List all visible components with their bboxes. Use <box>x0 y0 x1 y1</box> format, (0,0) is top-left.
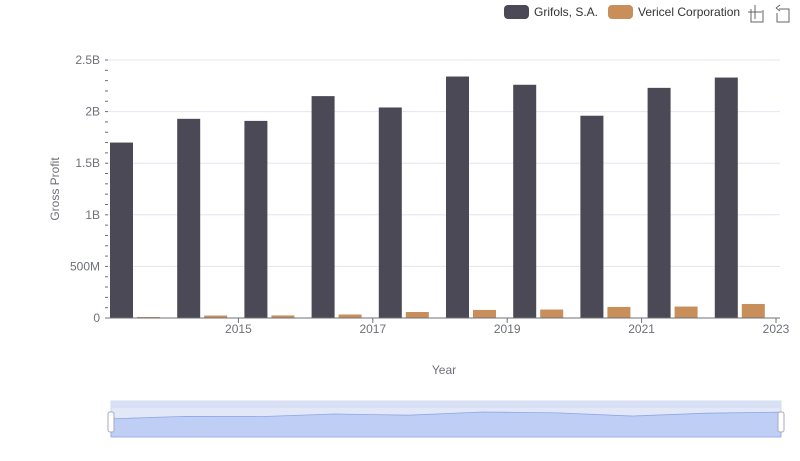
bar-grifols-2023 <box>714 77 738 318</box>
zoom-handle-left[interactable] <box>107 411 115 433</box>
legend-swatch <box>504 5 529 19</box>
bar-vericel-2014 <box>137 316 160 318</box>
bar-grifols-2016 <box>244 120 268 318</box>
y-tick-label: 1.5B <box>75 156 100 170</box>
x-tick-label: 2019 <box>494 322 521 336</box>
data-zoom-slider[interactable] <box>107 400 785 438</box>
bar-grifols-2017 <box>311 96 335 319</box>
bar-vericel-2018 <box>405 312 429 318</box>
legend-label: Vericel Corporation <box>638 5 740 19</box>
bar-vericel-2016 <box>271 315 295 318</box>
bar-grifols-2021 <box>580 115 604 318</box>
bar-grifols-2014 <box>110 142 133 318</box>
bar-grifols-2019 <box>446 76 469 319</box>
y-tick-label: 2B <box>85 105 100 119</box>
y-tick-label: 500M <box>70 259 100 273</box>
legend-label: Grifols, S.A. <box>534 5 598 19</box>
y-tick-label: 0 <box>93 311 100 325</box>
bar-vericel-2017 <box>338 314 362 318</box>
bar-vericel-2023 <box>741 303 765 318</box>
x-tick-label: 2021 <box>628 322 655 336</box>
bar-vericel-2015 <box>204 315 228 318</box>
bar-vericel-2022 <box>674 306 698 318</box>
zoom-handle-right[interactable] <box>777 411 785 433</box>
bar-vericel-2020 <box>540 309 564 318</box>
y-axis-label: Gross Profit <box>48 157 62 221</box>
bar-vericel-2021 <box>607 306 631 318</box>
x-tick-label: 2017 <box>359 322 386 336</box>
bar-grifols-2022 <box>647 87 671 318</box>
y-tick-label: 2.5B <box>75 53 100 67</box>
bar-grifols-2015 <box>177 118 201 318</box>
x-axis-label: Year <box>432 363 456 377</box>
y-tick-label: 1B <box>85 208 100 222</box>
bar-grifols-2020 <box>513 84 537 318</box>
x-tick-label: 2023 <box>763 322 790 336</box>
zoom-select-icon[interactable] <box>748 5 764 23</box>
zoom-reset-icon[interactable] <box>775 4 790 23</box>
bar-vericel-2019 <box>473 309 496 318</box>
x-tick-label: 2015 <box>225 322 252 336</box>
legend-swatch <box>608 5 633 19</box>
bar-grifols-2018 <box>378 107 402 318</box>
